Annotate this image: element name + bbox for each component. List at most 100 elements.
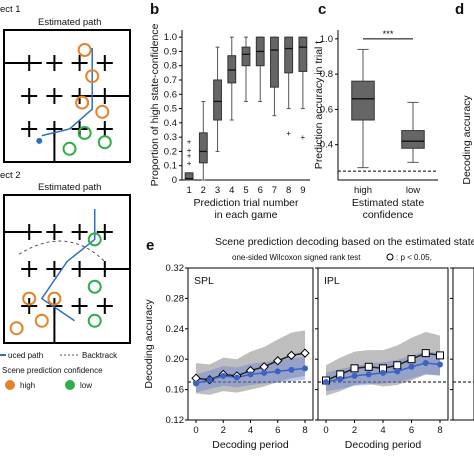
low-point <box>206 376 213 383</box>
panel-letter-c: c <box>318 1 326 18</box>
y-tick-label: 0.6 <box>320 104 333 115</box>
legend-low-label: low <box>80 381 92 390</box>
legend-text: one-sided Wilcoxon signed rank test <box>232 253 361 262</box>
x-axis-label: Decoding period <box>345 439 422 451</box>
high-point <box>393 361 402 370</box>
maze-top <box>3 29 131 163</box>
low-confidence-marker <box>62 141 77 156</box>
high-confidence-marker <box>95 104 110 119</box>
low-confidence-marker <box>87 279 102 294</box>
y-tick-label: 0.24 <box>166 324 185 335</box>
legend-high-marker <box>5 380 15 390</box>
low-point <box>220 372 227 379</box>
low-point <box>365 371 372 378</box>
subplot-title: IPL <box>324 275 340 287</box>
y-tick-label: 0.9 <box>164 46 177 57</box>
x-tick-label: 8 <box>302 425 307 436</box>
outlier: + <box>187 152 192 161</box>
maze-bottom <box>3 194 131 344</box>
high-point <box>364 362 373 371</box>
x-tick-label: 5 <box>243 185 248 196</box>
y-axis-label: Prediction accuracy in trial t <box>313 41 325 169</box>
legend-low-marker <box>65 380 75 390</box>
x-tick-label: 8 <box>286 185 291 196</box>
y-tick-label: 1.0 <box>164 32 177 43</box>
box <box>401 130 425 149</box>
panel-letter-e: e <box>146 237 154 254</box>
y-tick-label: 0.7 <box>164 75 177 86</box>
high-point <box>273 356 283 366</box>
low-point <box>288 366 295 373</box>
high-confidence-marker <box>47 291 62 306</box>
box <box>184 172 194 181</box>
x-tick-label: 1 <box>186 185 191 196</box>
high-confidence-marker <box>9 321 24 336</box>
panel-a-bottom-title: Estimated path <box>38 182 101 193</box>
y-axis-label: Proportion of high state-confidence <box>149 23 161 186</box>
low-confidence-marker <box>87 313 102 328</box>
box <box>213 79 222 121</box>
low-point <box>380 369 386 376</box>
high-point <box>407 355 416 364</box>
x-axis-label: Decoding period <box>212 439 289 451</box>
legend-high-label: high <box>20 381 35 390</box>
y-tick-label: 0.28 <box>166 293 185 304</box>
x-tick-label: 2 <box>352 425 357 436</box>
low-point <box>351 372 358 379</box>
panel-a-bottom-label: ect 2 <box>0 170 21 181</box>
low-point <box>422 360 429 366</box>
box <box>298 36 308 72</box>
panel-c-boxplot: 0.4 0.6 0.8 1.0 high low *** Prediction accurac… <box>313 29 438 221</box>
low-point <box>233 374 240 381</box>
high-confidence-marker <box>34 313 49 328</box>
x-tick-label: 0 <box>193 425 198 436</box>
outlier: + <box>187 159 192 168</box>
start-marker <box>36 137 43 144</box>
y-tick-label: 1.0 <box>320 34 333 45</box>
low-point <box>302 365 308 372</box>
outlier: + <box>286 129 291 138</box>
legend-path-label: uced path <box>8 351 43 360</box>
high-point <box>300 348 310 358</box>
legend-backtrack-label: Backtrack <box>82 351 118 360</box>
y-tick-label: 0.2 <box>164 146 177 157</box>
box <box>284 36 294 74</box>
x-tick-label: 2 <box>201 185 206 196</box>
low-point <box>193 380 199 387</box>
high-sem-band <box>326 331 440 396</box>
high-confidence-marker <box>77 43 92 57</box>
low-point <box>437 361 443 368</box>
y-tick-label: 0.4 <box>320 140 333 151</box>
subplot-frame <box>452 267 474 421</box>
y-tick-label: 0.8 <box>320 69 333 80</box>
y-tick-label: 0.20 <box>166 354 185 365</box>
high-point <box>350 364 359 373</box>
chart-title: Scene prediction decoding based on the e… <box>215 236 474 248</box>
x-axis-label-line1: Prediction trial number <box>193 197 299 209</box>
y-tick-label: 0.8 <box>164 61 177 72</box>
panel-e-lines: Scene prediction decoding based on the e… <box>143 236 474 451</box>
high-point <box>421 349 430 358</box>
panel-d-ylabel: Decoding accuracy <box>461 95 473 185</box>
x-tick-label: 4 <box>248 425 253 436</box>
panel-a-top-label: ect 1 <box>0 4 21 15</box>
high-point <box>436 351 444 360</box>
y-tick-label: 0.5 <box>164 104 177 115</box>
x-tick-label: 6 <box>409 425 414 436</box>
low-confidence-marker <box>77 125 92 140</box>
maze-path <box>40 209 96 322</box>
low-point <box>408 363 415 370</box>
low-point <box>394 368 401 375</box>
significance-stars: *** <box>382 29 393 40</box>
low-point <box>323 379 329 385</box>
box <box>351 80 375 121</box>
legend-marker <box>386 253 394 261</box>
box <box>198 132 208 164</box>
y-tick-label: 0.4 <box>164 118 177 129</box>
x-tick-label: 4 <box>229 185 234 196</box>
x-tick-label: 8 <box>437 425 442 436</box>
box <box>227 55 237 84</box>
x-tick-label: 0 <box>323 425 328 436</box>
x-axis-label-line2: confidence <box>363 209 414 221</box>
